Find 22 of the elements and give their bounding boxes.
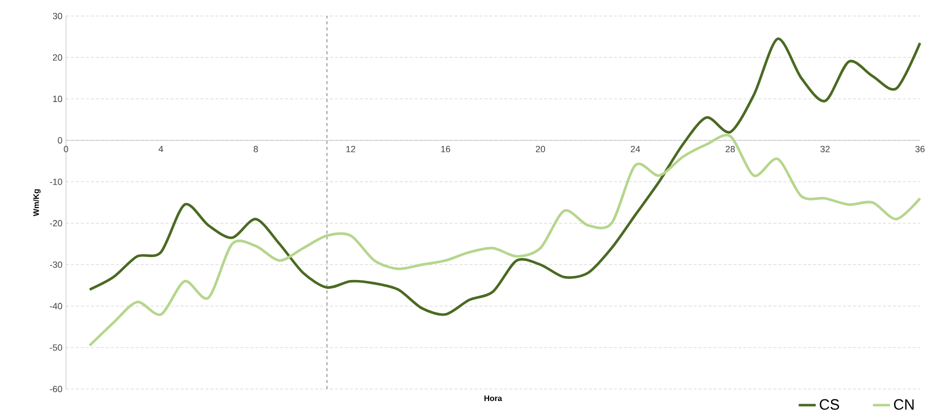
y-tick-label: 30	[52, 12, 62, 20]
legend-label: CN	[894, 399, 914, 410]
y-tick-label: 0	[58, 137, 62, 144]
x-tick-label: 28	[726, 146, 735, 152]
y-tick-label: -30	[50, 261, 62, 268]
x-tick-label: 24	[630, 146, 640, 152]
legend-label: CS	[820, 399, 840, 410]
y-tick-label: -10	[50, 178, 62, 185]
x-tick-label: 36	[915, 146, 925, 152]
x-tick-label: 8	[254, 146, 258, 152]
x-tick-label: 0	[64, 146, 68, 152]
x-tick-label: 16	[441, 146, 450, 152]
y-tick-label: 10	[53, 96, 62, 102]
y-tick-label: -50	[50, 344, 62, 351]
x-tick-label: 4	[158, 146, 164, 152]
y-tick-label: -20	[50, 220, 62, 226]
x-tick-label: 32	[820, 146, 830, 152]
y-tick-label: 20	[52, 54, 62, 61]
y-tick-label: -40	[50, 302, 62, 310]
x-tick-label: 12	[346, 146, 356, 152]
y-tick-label: -60	[50, 386, 62, 392]
x-tick-label: 20	[536, 146, 546, 152]
